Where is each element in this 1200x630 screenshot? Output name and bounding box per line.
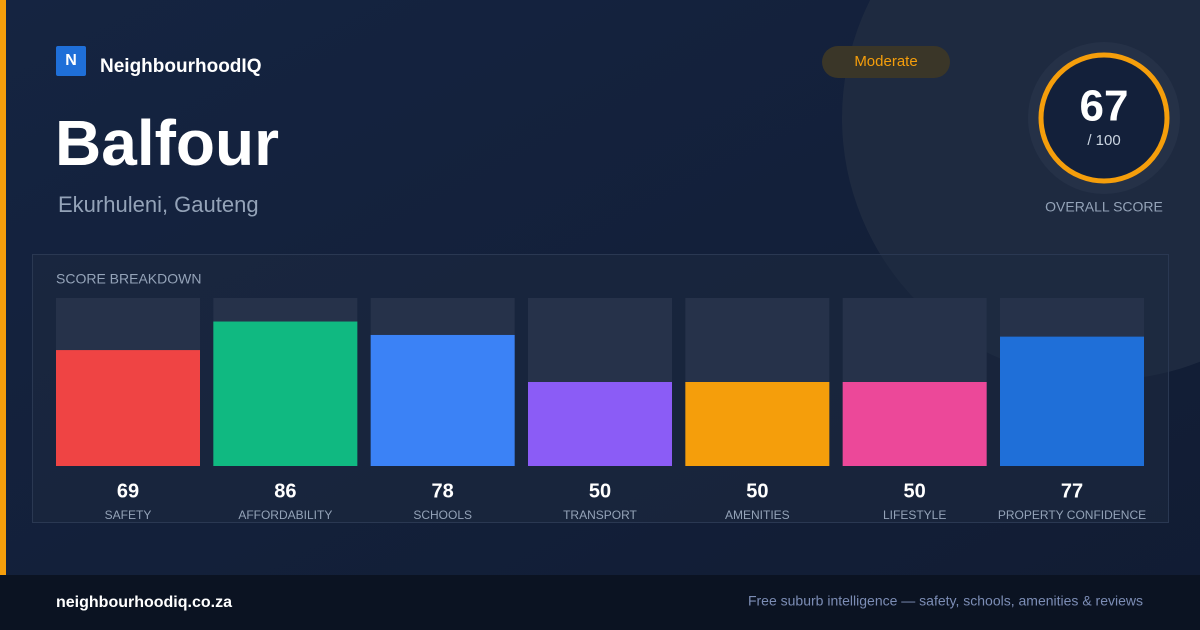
- bar: [1000, 336, 1144, 466]
- badge: [822, 46, 950, 78]
- score-max: / 100: [1087, 132, 1120, 149]
- title: Balfour: [55, 107, 279, 179]
- value-label: 50: [589, 480, 611, 502]
- bar: [528, 382, 672, 466]
- score-ring: [1038, 52, 1170, 184]
- brand-name: NeighbourhoodIQ: [100, 56, 261, 77]
- footer-site: neighbourhoodiq.co.za: [56, 594, 232, 611]
- category-label: AFFORDABILITY: [238, 508, 332, 522]
- category-label: SCHOOLS: [413, 508, 472, 522]
- category-label: SAFETY: [105, 508, 152, 522]
- bar: [56, 350, 200, 466]
- score-label: OVERALL SCORE: [1045, 199, 1163, 215]
- category-label: LIFESTYLE: [883, 508, 946, 522]
- logo-letter: N: [65, 52, 77, 69]
- chart-title: SCORE BREAKDOWN: [56, 271, 201, 287]
- value-label: 50: [904, 480, 926, 502]
- value-label: 77: [1061, 480, 1083, 502]
- category-label: PROPERTY CONFIDENCE: [998, 508, 1146, 522]
- footer-tagline: Free suburb intelligence — safety, schoo…: [748, 593, 1143, 609]
- accent-stripe: [0, 0, 6, 575]
- value-label: 69: [117, 480, 139, 502]
- logo: [56, 46, 86, 76]
- subtitle: Ekurhuleni, Gauteng: [58, 192, 259, 217]
- badge-text: Moderate: [854, 53, 917, 70]
- bar: [842, 382, 987, 466]
- value-label: 86: [274, 480, 296, 502]
- category-label: TRANSPORT: [563, 508, 637, 522]
- score-value: 67: [1080, 82, 1129, 131]
- footer: [0, 575, 1200, 630]
- bar: [370, 334, 515, 466]
- value-label: 50: [746, 480, 768, 502]
- value-label: 78: [432, 480, 454, 502]
- category-label: AMENITIES: [725, 508, 790, 522]
- bar: [685, 382, 830, 466]
- bar: [213, 321, 358, 466]
